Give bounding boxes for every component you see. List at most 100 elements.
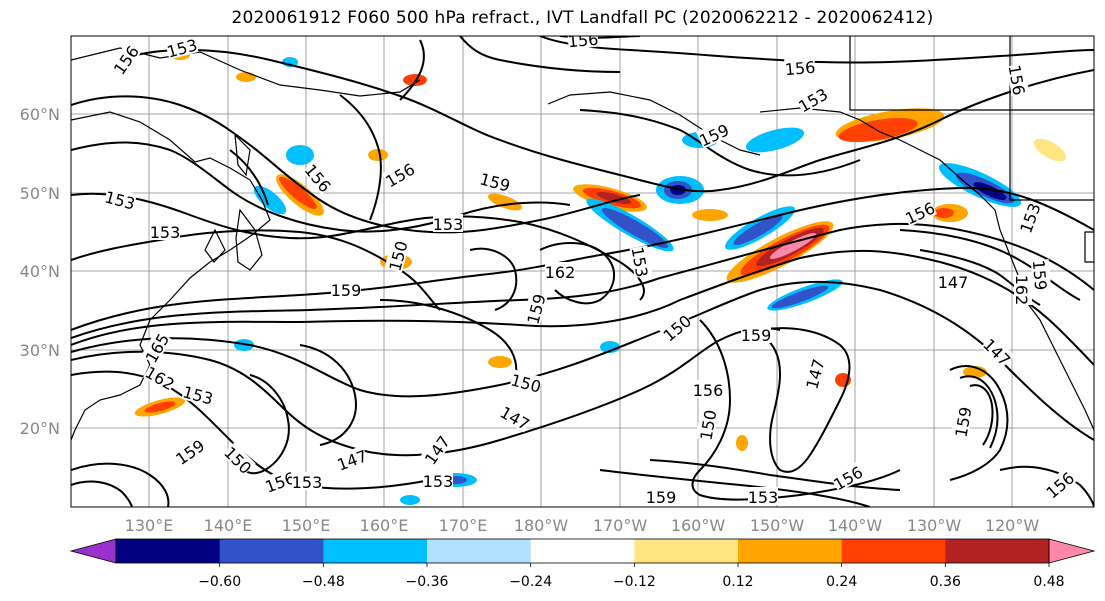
height-contours [71,36,1094,507]
shading-positive-patch [236,72,256,82]
contour-label-box [748,487,778,505]
contour-label: 156 [784,56,816,80]
latitude-label: 50°N [20,184,60,203]
contour-label-box [980,334,1015,369]
contour-label-box [795,83,830,115]
shading-positive-patch [934,208,954,218]
contour-label-box [1042,467,1077,501]
contour-label-text: 153 [748,488,779,507]
shading-negative-patch [973,182,1007,200]
contour-label: 159 [950,405,976,439]
contour-label-box [262,467,297,495]
longitude-label: 160°E [360,516,409,535]
latitude-label: 20°N [20,419,60,438]
contour-label: 150 [509,369,544,397]
contour-label-box [109,41,142,77]
latitude-labels: 20°N 30°N 40°N 50°N 60°N [20,105,60,438]
colorbar-extend-high [1048,538,1096,564]
contour-label: 159 [646,487,677,507]
contour-label-box [478,168,513,194]
longitude-label: 160°W [671,516,726,535]
contour-label-box [140,330,172,365]
colorbar: −0.60 −0.48 −0.36 −0.24 −0.12 0.12 0.24 0.36 0.4… [69,538,1096,590]
longitude-label: 180°W [514,516,569,535]
contour-label: 159 [331,280,361,300]
contour-label-box [331,280,361,298]
contour-label: 147 [938,272,969,292]
shading-negative-patch [253,185,287,215]
colorbar-extend-low [69,538,117,564]
contour-label-box [1030,259,1052,291]
longitude-labels: 130°E 140°E 150°E 160°E 170°E 180°W 170°W 160°W… [125,516,1040,535]
colorbar-segment [116,539,221,563]
shading-positive-patch [596,191,632,205]
colorbar-segment [841,539,946,563]
shading-negative-patch [733,215,783,245]
contour-label-box [659,310,694,344]
shading-negative-patch [601,208,669,248]
contour-label: 153 [150,222,180,242]
contour-label-box [143,361,178,393]
contour-label-text: 162 [545,263,576,282]
shading-negative-patch [771,285,829,309]
contour-label: 150 [695,408,721,442]
colorbar-segment [634,539,739,563]
longitude-label: 130°W [907,516,962,535]
colorbar-tick-label: 0.36 [930,574,961,590]
colorbar-segment [530,539,635,563]
shading-positive-patch [488,356,512,368]
shading-positive-patch [838,117,918,143]
contour-label: 156 [567,30,599,52]
contour-label-box [509,369,544,395]
map-border [70,35,1095,508]
contour-label-text: 156 [784,58,816,80]
contour-label-box [522,291,548,326]
colorbar-tick-label: −0.36 [406,574,449,590]
shading-positive-patch [692,209,728,221]
contour-label: 153 [748,487,779,507]
longitude-label: 170°W [593,516,648,535]
contour-label: 159 [741,325,771,345]
shading-positive-patch [279,176,317,210]
contour-label-box [1006,63,1030,97]
contour-label-box [423,471,453,489]
colorbar-segment [738,539,843,563]
contour-label-text: 147 [938,273,969,292]
contour-label-box [221,442,256,477]
contour-label-box [801,356,827,391]
contour-label-box [696,119,731,149]
contour-label-box [498,401,533,433]
contour-label: 156 [693,380,723,400]
contour-label: 159 [1029,259,1052,291]
longitude-label: 140°W [828,516,883,535]
colorbar-frame [115,538,1050,564]
contour-label-text: 153 [433,215,464,234]
contour-label-box [1014,275,1032,305]
map-panel [71,36,1094,507]
colorbar-segment [323,539,428,563]
contour-label-text: 153 [423,472,454,491]
contour-label-box [1015,200,1043,235]
longitude-label: 120°W [985,516,1040,535]
contour-label-box [164,36,199,60]
longitude-label: 150°E [282,516,331,535]
contour-label-text: 159 [646,488,677,507]
longitude-label: 170°E [439,516,488,535]
contour-label: 153 [164,36,199,62]
shading-positive-patch [736,435,748,451]
contour-label: 153 [433,214,464,234]
contour-label: 153 [423,471,454,491]
contour-label-box [784,56,816,78]
contour-label-box [629,245,653,279]
contour-label-text: 153 [292,473,323,492]
contour-label-text: 162 [1012,275,1031,306]
contour-label-box [181,381,216,407]
colorbar-tick-label: −0.60 [198,574,241,590]
longitude-label: 150°W [750,516,805,535]
contour-label-box [646,487,676,505]
colorbar-segment [427,539,532,563]
contour-label: 162 [1012,275,1032,306]
contour-label-text: 156 [567,30,599,52]
